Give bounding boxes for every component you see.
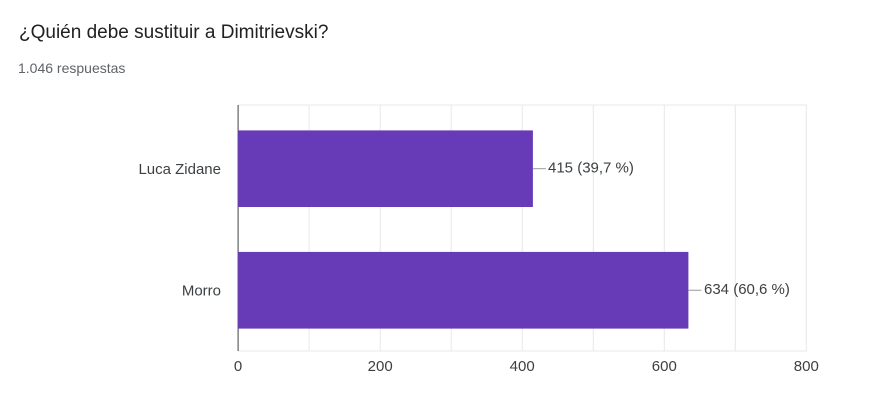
svg-text:634 (60,6 %): 634 (60,6 %) — [704, 281, 790, 298]
svg-text:Luca Zidane: Luca Zidane — [138, 161, 221, 178]
svg-text:0: 0 — [234, 358, 242, 375]
svg-text:800: 800 — [794, 358, 819, 375]
svg-text:415 (39,7 %): 415 (39,7 %) — [548, 160, 634, 177]
svg-text:600: 600 — [652, 358, 677, 375]
svg-text:200: 200 — [368, 358, 393, 375]
svg-text:Morro: Morro — [182, 282, 221, 299]
svg-text:400: 400 — [510, 358, 535, 375]
